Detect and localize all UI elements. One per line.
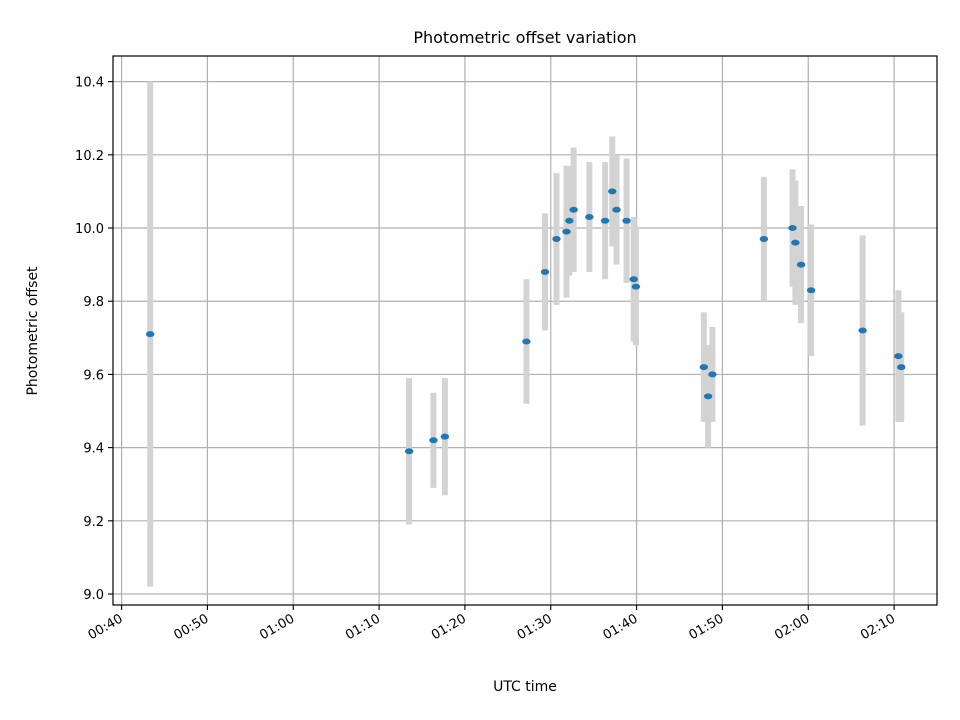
data-point bbox=[562, 228, 571, 235]
y-tick-label: 10.0 bbox=[75, 222, 104, 237]
y-tick-label: 9.6 bbox=[83, 368, 104, 383]
data-point bbox=[429, 437, 438, 444]
x-tick-label: 01:20 bbox=[429, 611, 469, 643]
x-axis-label: UTC time bbox=[493, 679, 557, 695]
data-point bbox=[894, 353, 903, 360]
x-tick-label: 02:00 bbox=[772, 611, 812, 643]
y-axis-label: Photometric offset bbox=[25, 266, 41, 396]
data-point bbox=[796, 261, 806, 268]
x-tick-label: 01:30 bbox=[515, 611, 555, 643]
x-tick-label: 01:40 bbox=[601, 611, 641, 643]
chart-title: Photometric offset variation bbox=[413, 28, 636, 47]
data-point bbox=[897, 364, 906, 371]
data-point bbox=[565, 217, 574, 224]
data-point bbox=[608, 188, 617, 195]
plot-frame bbox=[112, 55, 938, 606]
x-tick-label: 01:10 bbox=[343, 611, 383, 643]
data-point bbox=[703, 393, 713, 400]
y-tick-label: 9.2 bbox=[83, 515, 104, 530]
x-tick-label: 01:50 bbox=[686, 611, 726, 643]
data-point bbox=[145, 331, 155, 338]
data-point bbox=[791, 239, 800, 246]
data-point bbox=[585, 214, 594, 221]
error-bars bbox=[147, 81, 905, 587]
data-point bbox=[708, 371, 717, 378]
data-point bbox=[858, 327, 867, 334]
y-tick-label: 10.2 bbox=[75, 149, 104, 164]
y-tick-label: 9.8 bbox=[83, 295, 104, 310]
data-point bbox=[540, 268, 550, 275]
y-tick-label: 9.4 bbox=[83, 442, 104, 457]
data-point bbox=[612, 206, 621, 213]
data-point bbox=[622, 217, 631, 224]
data-point bbox=[440, 433, 450, 440]
y-tick-label: 10.4 bbox=[75, 76, 104, 91]
data-point bbox=[629, 276, 638, 283]
x-tick-label: 01:00 bbox=[257, 611, 297, 643]
x-tick-label: 00:40 bbox=[86, 611, 126, 643]
y-axis-ticks: 9.0 9.2 9.4 9.6 9.8 10.0 10.2 10.4 bbox=[75, 76, 113, 603]
data-point bbox=[788, 225, 797, 232]
data-point bbox=[552, 236, 561, 242]
x-tick-label: 02:10 bbox=[858, 611, 898, 643]
data-point bbox=[522, 338, 531, 345]
x-axis-ticks: 00:40 00:50 01:00 01:10 01:20 01:30 01:40 01:50… bbox=[86, 605, 898, 643]
y-tick-label: 9.0 bbox=[83, 588, 104, 603]
data-point bbox=[699, 364, 709, 371]
data-point bbox=[600, 217, 610, 224]
data-point bbox=[806, 287, 816, 294]
data-point bbox=[404, 448, 414, 455]
data-points bbox=[145, 188, 906, 455]
data-point bbox=[759, 236, 769, 242]
data-point bbox=[631, 283, 641, 290]
x-tick-label: 00:50 bbox=[171, 611, 211, 643]
data-point bbox=[569, 206, 578, 213]
